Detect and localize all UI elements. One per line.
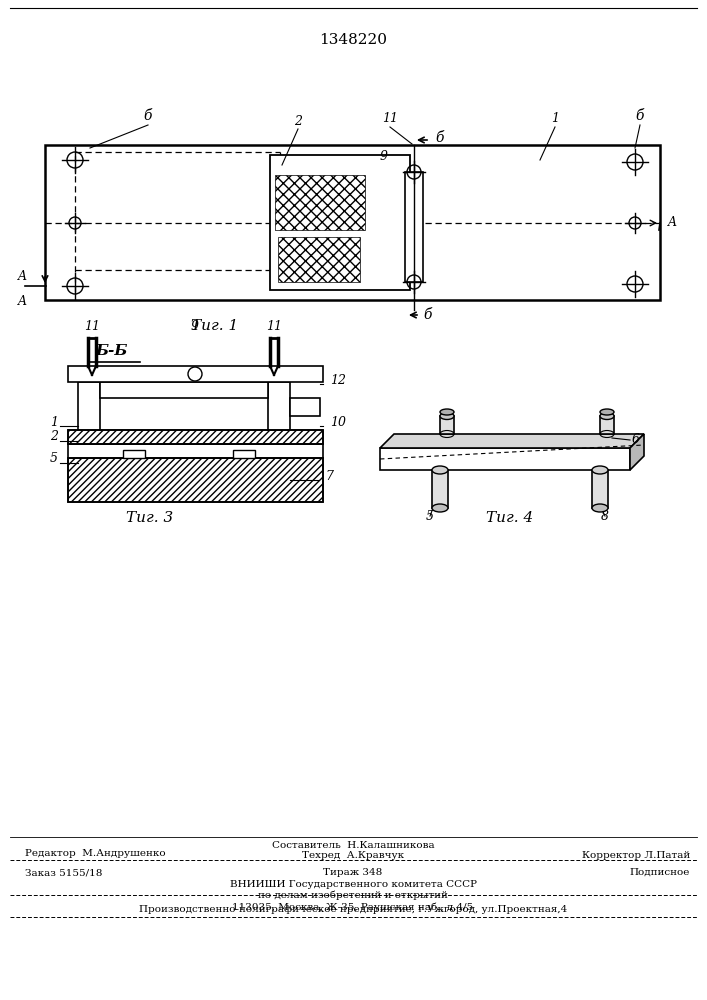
Bar	[275, 175, 365, 230]
Text: 10: 10	[330, 416, 346, 429]
Bar	[233, 450, 255, 458]
Polygon shape	[380, 434, 644, 448]
Bar	[278, 237, 360, 282]
Text: 6: 6	[632, 433, 640, 446]
Text: 1: 1	[50, 416, 58, 429]
Text: Τиг. 4: Τиг. 4	[486, 511, 534, 525]
Text: 11: 11	[84, 320, 100, 333]
Bar	[440, 416, 454, 434]
Text: 5: 5	[426, 510, 434, 523]
Text: 113035, Москва, Ж-35, Раушская наб., д.4/5: 113035, Москва, Ж-35, Раушская наб., д.4…	[233, 902, 474, 912]
Text: 2: 2	[294, 115, 302, 128]
Text: 8: 8	[601, 510, 609, 523]
Bar	[68, 444, 323, 458]
Ellipse shape	[432, 504, 448, 512]
Text: ВНИИШИ Государственного комитета СССР: ВНИИШИ Государственного комитета СССР	[230, 880, 477, 889]
Bar	[68, 366, 323, 382]
Text: A: A	[18, 270, 26, 283]
Text: б: б	[636, 109, 644, 123]
Text: Корректор Л.Патай: Корректор Л.Патай	[582, 851, 690, 860]
Text: 2: 2	[50, 430, 58, 443]
Ellipse shape	[600, 409, 614, 415]
Bar	[123, 450, 145, 458]
Text: 7: 7	[325, 470, 333, 483]
Text: 9: 9	[191, 320, 199, 333]
Text: Τиг. 3: Τиг. 3	[127, 511, 174, 525]
Bar	[600, 416, 614, 434]
Text: Б-Б: Б-Б	[96, 344, 128, 358]
Bar	[270, 155, 410, 290]
Text: 11: 11	[266, 320, 282, 333]
Bar	[290, 398, 320, 416]
Ellipse shape	[592, 504, 608, 512]
Text: б: б	[435, 131, 443, 145]
Bar	[405, 172, 423, 282]
Text: Заказ 5155/18: Заказ 5155/18	[25, 868, 103, 877]
Text: по делам изобретений и открытий: по делам изобретений и открытий	[258, 891, 448, 900]
Text: 11: 11	[382, 112, 398, 125]
Ellipse shape	[440, 412, 454, 420]
Text: 12: 12	[330, 374, 346, 387]
Bar	[78, 382, 100, 430]
Text: 1348220: 1348220	[319, 33, 387, 47]
Bar	[268, 382, 290, 430]
Text: Составитель  Н.Калашникова: Составитель Н.Калашникова	[271, 841, 434, 850]
Ellipse shape	[600, 412, 614, 420]
Text: Подписное: Подписное	[630, 868, 690, 877]
Bar	[68, 430, 323, 444]
Text: 1: 1	[551, 112, 559, 125]
Text: Производственно-полиграфическое предприятие, г.Ужгород, ул.Проектная,4: Производственно-полиграфическое предприя…	[139, 905, 567, 914]
Ellipse shape	[592, 466, 608, 474]
Text: 9: 9	[380, 150, 388, 163]
Text: Тираж 348: Тираж 348	[323, 868, 382, 877]
Bar	[592, 470, 608, 508]
Ellipse shape	[440, 409, 454, 415]
Text: б: б	[144, 109, 152, 123]
Text: A: A	[668, 217, 677, 230]
Text: A: A	[18, 295, 26, 308]
Bar	[68, 430, 323, 444]
Text: Τиг. 1: Τиг. 1	[192, 319, 239, 333]
Text: Редактор  М.Андрушенко: Редактор М.Андрушенко	[25, 849, 165, 858]
Bar	[45, 145, 660, 300]
Ellipse shape	[432, 466, 448, 474]
Bar	[432, 470, 448, 508]
Polygon shape	[630, 434, 644, 470]
Bar	[68, 458, 323, 502]
Text: б: б	[423, 308, 431, 322]
Bar	[68, 458, 323, 502]
Bar	[100, 382, 268, 398]
Polygon shape	[380, 448, 630, 470]
Text: 5: 5	[50, 452, 58, 465]
Text: Техред  А.Кравчук: Техред А.Кравчук	[302, 851, 404, 860]
